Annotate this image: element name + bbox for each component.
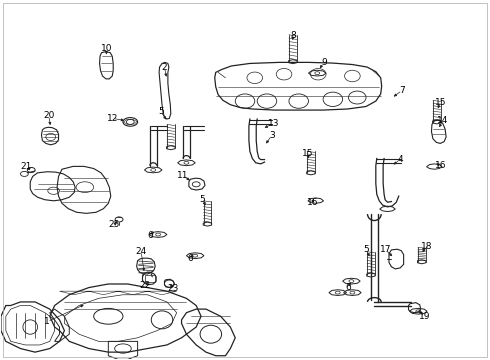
Text: 20: 20 (43, 111, 54, 120)
Text: 17: 17 (380, 246, 392, 255)
Text: 11: 11 (177, 171, 188, 180)
Text: 10: 10 (100, 44, 112, 53)
Text: 3: 3 (269, 131, 275, 140)
Text: 15: 15 (435, 98, 446, 107)
Text: 13: 13 (268, 119, 279, 128)
Text: 15: 15 (302, 149, 313, 158)
Text: 23: 23 (167, 284, 178, 293)
Text: 5: 5 (199, 195, 205, 204)
Text: 5: 5 (363, 246, 369, 255)
Text: 2: 2 (162, 63, 167, 72)
Text: 18: 18 (421, 242, 432, 251)
Text: 14: 14 (437, 116, 448, 125)
Text: 12: 12 (106, 114, 118, 123)
Text: 16: 16 (307, 198, 318, 207)
Text: 4: 4 (397, 155, 403, 164)
Text: 1: 1 (45, 317, 50, 326)
Text: 7: 7 (399, 86, 405, 95)
Text: 22: 22 (140, 280, 151, 289)
Text: 25: 25 (108, 220, 120, 229)
Text: 6: 6 (147, 231, 153, 240)
Text: 8: 8 (290, 31, 295, 40)
Text: 9: 9 (321, 58, 327, 67)
Text: 21: 21 (21, 162, 32, 171)
Text: 6: 6 (345, 283, 351, 292)
Text: 5: 5 (158, 107, 164, 116)
Text: 16: 16 (435, 161, 446, 170)
Text: 24: 24 (135, 247, 147, 256)
Text: 6: 6 (188, 255, 193, 264)
Text: 19: 19 (419, 312, 430, 321)
